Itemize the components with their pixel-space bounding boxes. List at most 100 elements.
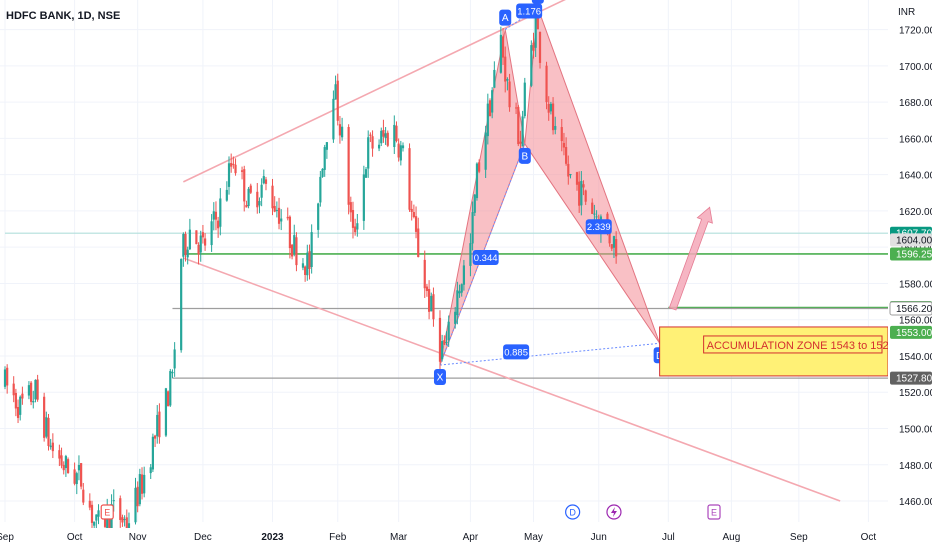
candle-body: [93, 521, 96, 526]
candle-body: [180, 258, 183, 351]
candle-body: [432, 294, 435, 320]
price-label: 1596.25: [896, 249, 932, 260]
candle-body: [134, 487, 137, 523]
candle-body: [73, 469, 76, 484]
candle-body: [199, 235, 202, 253]
price-axis[interactable]: 1440.001460.001480.001500.001520.001540.…: [888, 0, 932, 550]
candle-body: [77, 464, 81, 471]
candle-body: [210, 221, 213, 246]
candle-body: [232, 163, 235, 165]
ratio-label-bg: [503, 344, 530, 360]
point-label-x: X: [437, 373, 444, 384]
candle-body: [523, 82, 526, 117]
earnings-marker: [707, 504, 721, 520]
candle-body: [367, 137, 370, 169]
candle-body: [203, 238, 207, 246]
point-label-c: C: [534, 0, 541, 2]
candle-body: [508, 81, 511, 108]
candle-body: [554, 126, 557, 130]
candle-body: [227, 163, 231, 187]
candle-body: [491, 90, 494, 113]
candle-body: [143, 474, 146, 494]
price-label: 1604.00: [896, 235, 932, 246]
harmonic-pattern: [439, 7, 661, 366]
candle-body: [16, 406, 20, 418]
time-tick-label: Feb: [329, 532, 347, 543]
time-tick-label: Sep: [0, 532, 14, 543]
candle-body: [410, 208, 413, 212]
earnings-marker-label: E: [104, 508, 110, 518]
candle-body: [547, 103, 550, 113]
candle-body: [382, 129, 385, 137]
price-label: 1566.20: [896, 304, 932, 315]
candle-body: [567, 163, 570, 177]
point-label-bg: [499, 9, 512, 26]
candle-body: [615, 239, 618, 257]
candle-body: [399, 145, 402, 161]
candle-body: [397, 143, 400, 158]
candle-body: [395, 125, 398, 142]
candle-body: [408, 148, 411, 210]
candle-body: [306, 252, 309, 276]
pattern-xb-line: [439, 143, 526, 366]
candle-body: [14, 392, 17, 409]
candle-body: [80, 463, 83, 487]
dividend-marker: [565, 504, 581, 520]
candle-body: [47, 417, 50, 446]
candle-body: [182, 233, 185, 257]
candle-body: [478, 162, 481, 172]
candle-body: [347, 126, 350, 205]
time-tick-label: May: [524, 532, 543, 543]
candle-body: [301, 263, 305, 268]
price-tick-label: 1700.00: [899, 62, 932, 73]
candle-body: [295, 237, 298, 266]
candle-body: [45, 417, 48, 437]
candle-body: [351, 210, 355, 228]
candle-body: [234, 164, 237, 174]
candle-body: [260, 184, 263, 198]
price-label-bg: [890, 371, 932, 385]
candle-body: [225, 189, 228, 201]
zone-label: ACCUMULATION ZONE 1543 to 1527: [707, 340, 895, 352]
candle-body: [158, 411, 161, 438]
candle-body: [521, 116, 524, 147]
zone-label-frame: [703, 335, 883, 354]
candle-body: [582, 184, 585, 188]
candle-body: [60, 455, 63, 466]
candle-body: [612, 236, 616, 248]
time-tick-label: Aug: [723, 532, 741, 543]
candle-body: [317, 203, 320, 230]
candle-body: [249, 185, 252, 193]
candle-body: [460, 284, 463, 293]
time-tick-label: Dec: [194, 532, 212, 543]
candle-body: [123, 519, 126, 521]
candle-body: [271, 185, 274, 209]
candle-body: [245, 205, 248, 208]
candle-body: [341, 126, 344, 138]
candle-body: [230, 163, 233, 167]
candle-body: [186, 249, 189, 258]
price-tick-label: 1620.00: [899, 207, 932, 218]
ratio-label: 1.176: [517, 6, 541, 17]
candle-body: [169, 371, 172, 406]
candle-body: [156, 414, 159, 437]
candle-body: [173, 349, 176, 369]
point-label-bg: [531, 0, 544, 4]
candle-body: [201, 232, 205, 238]
candle-body: [304, 266, 307, 275]
ratio-label: 0.885: [504, 347, 528, 358]
pattern-triangle-xab: [439, 29, 526, 366]
time-axis[interactable]: Sep Oct Nov Dec 2023 Feb Mar Apr May Jun Jul Aug Sep…: [0, 528, 932, 550]
candle-body: [608, 229, 611, 244]
candle-body: [517, 106, 520, 145]
candle-body: [12, 383, 15, 396]
candle-body: [417, 228, 420, 258]
candle-body: [462, 265, 465, 285]
candle-body: [584, 190, 587, 202]
candle-body: [195, 230, 198, 245]
candle-body: [484, 132, 487, 170]
time-tick-label: Nov: [129, 532, 147, 543]
candle-body: [321, 168, 324, 177]
candle-body: [138, 474, 141, 505]
